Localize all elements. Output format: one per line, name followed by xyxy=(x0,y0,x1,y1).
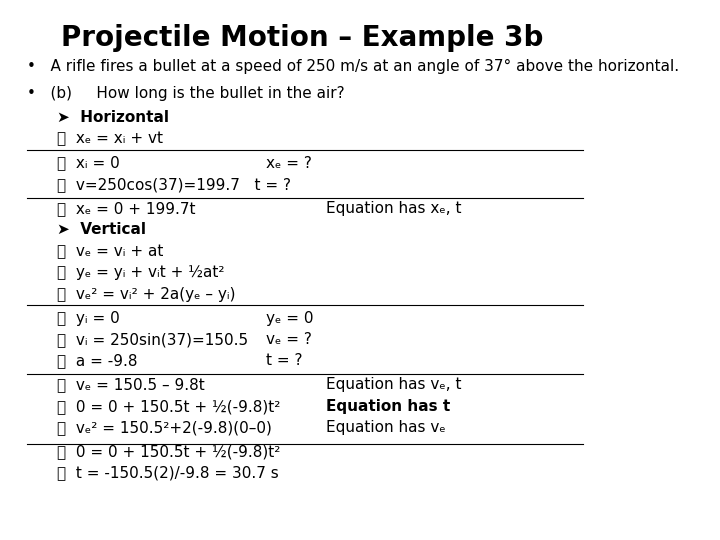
Text: ⓛ  t = -150.5(2)/-9.8 = 30.7 s: ⓛ t = -150.5(2)/-9.8 = 30.7 s xyxy=(57,465,279,481)
Text: Equation has xₑ, t: Equation has xₑ, t xyxy=(325,201,462,216)
Text: ⓚ  0 = 0 + 150.5t + ½(-9.8)t²: ⓚ 0 = 0 + 150.5t + ½(-9.8)t² xyxy=(57,399,280,414)
Text: ⓚ  vₑ² = 150.5²+2(-9.8)(0–0): ⓚ vₑ² = 150.5²+2(-9.8)(0–0) xyxy=(57,420,271,435)
Text: Equation has vₑ: Equation has vₑ xyxy=(325,420,446,435)
Text: ⓙ  xᵢ = 0: ⓙ xᵢ = 0 xyxy=(57,156,120,171)
Text: ⓚ  xₑ = 0 + 199.7t: ⓚ xₑ = 0 + 199.7t xyxy=(57,201,195,216)
Text: ⓙ  vᵢ = 250sin(37)=150.5: ⓙ vᵢ = 250sin(37)=150.5 xyxy=(57,332,248,347)
Text: ⓘ  yₑ = yᵢ + vᵢt + ½at²: ⓘ yₑ = yᵢ + vᵢt + ½at² xyxy=(57,265,224,280)
Text: Equation has vₑ, t: Equation has vₑ, t xyxy=(325,377,462,393)
Text: ⓚ  vₑ = 150.5 – 9.8t: ⓚ vₑ = 150.5 – 9.8t xyxy=(57,377,204,393)
Text: yₑ = 0: yₑ = 0 xyxy=(266,310,313,326)
Text: ⓙ  yᵢ = 0: ⓙ yᵢ = 0 xyxy=(57,310,120,326)
Text: ⓘ  xₑ = xᵢ + vt: ⓘ xₑ = xᵢ + vt xyxy=(57,132,163,146)
Text: •   (b)     How long is the bullet in the air?: • (b) How long is the bullet in the air? xyxy=(27,86,344,101)
Text: Equation has t: Equation has t xyxy=(325,399,450,414)
Text: ⓛ  0 = 0 + 150.5t + ½(-9.8)t²: ⓛ 0 = 0 + 150.5t + ½(-9.8)t² xyxy=(57,444,280,459)
Text: ➤  Horizontal: ➤ Horizontal xyxy=(57,110,168,125)
Text: Projectile Motion – Example 3b: Projectile Motion – Example 3b xyxy=(60,24,543,52)
Text: •   A rifle fires a bullet at a speed of 250 m/s at an angle of 37° above the ho: • A rifle fires a bullet at a speed of 2… xyxy=(27,59,679,75)
Text: t = ?: t = ? xyxy=(266,353,302,368)
Text: ⓙ  v=250cos(37)=199.7   t = ?: ⓙ v=250cos(37)=199.7 t = ? xyxy=(57,177,291,192)
Text: ⓘ  vₑ = vᵢ + at: ⓘ vₑ = vᵢ + at xyxy=(57,244,163,259)
Text: ⓘ  vₑ² = vᵢ² + 2a(yₑ – yᵢ): ⓘ vₑ² = vᵢ² + 2a(yₑ – yᵢ) xyxy=(57,287,235,301)
Text: xₑ = ?: xₑ = ? xyxy=(266,156,312,171)
Text: vₑ = ?: vₑ = ? xyxy=(266,332,312,347)
Text: ➤  Vertical: ➤ Vertical xyxy=(57,222,145,238)
Text: ⓙ  a = -9.8: ⓙ a = -9.8 xyxy=(57,353,137,368)
